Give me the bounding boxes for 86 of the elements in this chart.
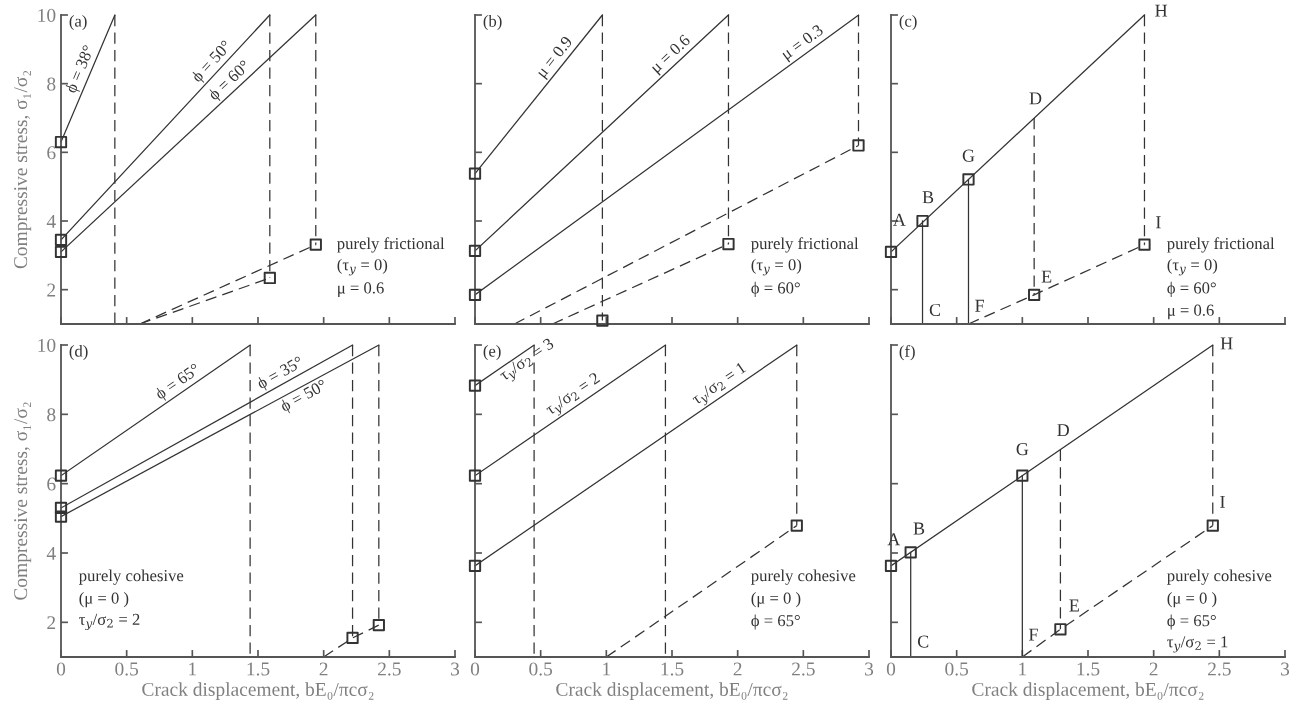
y-tick-label: 4: [46, 546, 56, 560]
x-tick-label: 0.5: [115, 662, 139, 676]
x-tick-label: 0: [470, 662, 480, 676]
annotation: purely frictional: [751, 237, 859, 253]
y-tick-label: 4: [46, 214, 56, 228]
x-tick-label: 0.5: [945, 662, 969, 676]
x-tick-label: 2.5: [1208, 662, 1231, 676]
x-axis-title: Crack displacement, bE₀/πcσ₂: [972, 682, 1204, 700]
chart-title: (c): [899, 15, 917, 31]
text: ϕ = 38°: [64, 44, 98, 95]
x-tick-label: 1.5: [247, 662, 270, 676]
annotation: B: [922, 191, 934, 204]
x-tick-label: 2.5: [792, 662, 815, 676]
annotation: G: [1016, 443, 1029, 456]
annotation: (τ$_{y}$ = 0): [1167, 258, 1218, 276]
annotation: (μ = 0 ): [751, 592, 801, 608]
annotation: C: [917, 635, 929, 648]
x-tick-label: 2: [1149, 662, 1158, 676]
chart-title: (d): [69, 345, 88, 361]
x-tick-label: 1.5: [661, 662, 684, 676]
annotation: purely frictional: [337, 237, 445, 253]
annotation: purely cohesive: [1167, 569, 1272, 585]
chart-title: (b): [483, 15, 502, 31]
y-tick-label: 2: [47, 283, 56, 297]
text: μ = 0.3: [780, 23, 826, 63]
y-axis-title: Compressive stress, σ₁/σ₂: [14, 70, 32, 269]
text: ϕ = 50°: [279, 378, 329, 415]
x-tick-label: 2: [319, 662, 328, 676]
annotation: B: [913, 522, 925, 535]
annotation: I: [1156, 216, 1161, 229]
annotation: ϕ = 60°: [1167, 281, 1216, 297]
y-tick-label: 6: [47, 477, 56, 491]
annotation: ϕ = 60°: [751, 281, 800, 297]
x-tick-label: 3: [865, 662, 874, 676]
y-tick-label: 8: [47, 408, 56, 422]
annotation: F: [1028, 628, 1038, 641]
x-tick-label: 1: [603, 662, 611, 676]
annotation: D: [1057, 424, 1069, 437]
chart-title: (f): [899, 345, 915, 361]
y-tick-label: 8: [47, 77, 56, 91]
text: μ = 0.9: [535, 35, 576, 81]
text: ϕ = 65°: [153, 362, 203, 403]
y-tick-label: 10: [38, 338, 56, 352]
x-tick-label: 1.5: [1077, 662, 1100, 676]
annotation: μ = 0.6: [1168, 304, 1214, 320]
x-tick-label: 2: [733, 662, 742, 676]
annotation: A: [892, 213, 906, 226]
annotation: C: [929, 303, 941, 317]
chart-title: (e): [483, 345, 501, 361]
x-tick-label: 3: [451, 662, 460, 676]
annotation: G: [962, 149, 975, 162]
y-tick-label: 2: [47, 616, 56, 630]
annotation: E: [1041, 270, 1052, 283]
annotation: τ$_{y}$/σ$_{2}$ = 1: [1167, 636, 1228, 653]
x-tick-label: 1: [189, 662, 197, 676]
text: μ = 0.6: [649, 33, 694, 76]
chart-title: (a): [69, 15, 87, 31]
x-tick-label: 0.5: [529, 662, 553, 676]
annotation: purely cohesive: [751, 569, 856, 585]
annotation: τ$_{y}$/σ$_{2}$ = 2: [79, 613, 140, 631]
y-tick-label: 10: [38, 8, 56, 22]
x-tick-label: 2.5: [378, 662, 401, 676]
x-tick-label: 1: [1019, 662, 1027, 676]
annotation: μ = 0.6: [338, 282, 384, 297]
annotation: purely cohesive: [79, 569, 184, 585]
annotation: (μ = 0 ): [1167, 592, 1217, 608]
y-axis-title: Compressive stress, σ₁/σ₂: [14, 402, 32, 600]
annotation: D: [1029, 92, 1042, 105]
x-tick-label: 0: [886, 662, 896, 676]
x-tick-label: 3: [1281, 662, 1290, 676]
x-axis-title: Crack displacement, bE₀/πcσ₂: [556, 682, 788, 700]
annotation: (μ = 0 ): [79, 592, 129, 608]
annotation: ϕ = 65°: [1167, 614, 1216, 630]
annotation: (τ$_{y}$ = 0): [751, 258, 802, 276]
annotation: I: [1220, 495, 1225, 508]
x-tick-label: 0: [56, 662, 66, 676]
text: τ$_{y}$/σ$_{2}$ = 1: [690, 361, 750, 410]
annotation: H: [1220, 337, 1233, 350]
y-tick-label: 6: [47, 146, 56, 160]
annotation: F: [975, 299, 984, 312]
x-axis-title: Crack displacement, bE₀/πcσ₂: [142, 682, 374, 700]
annotation: purely frictional: [1167, 237, 1275, 253]
annotation: ϕ = 65°: [751, 614, 800, 630]
annotation: (τ$_{y}$ = 0): [337, 258, 388, 276]
annotation: E: [1069, 599, 1079, 612]
annotation: H: [1155, 4, 1168, 17]
